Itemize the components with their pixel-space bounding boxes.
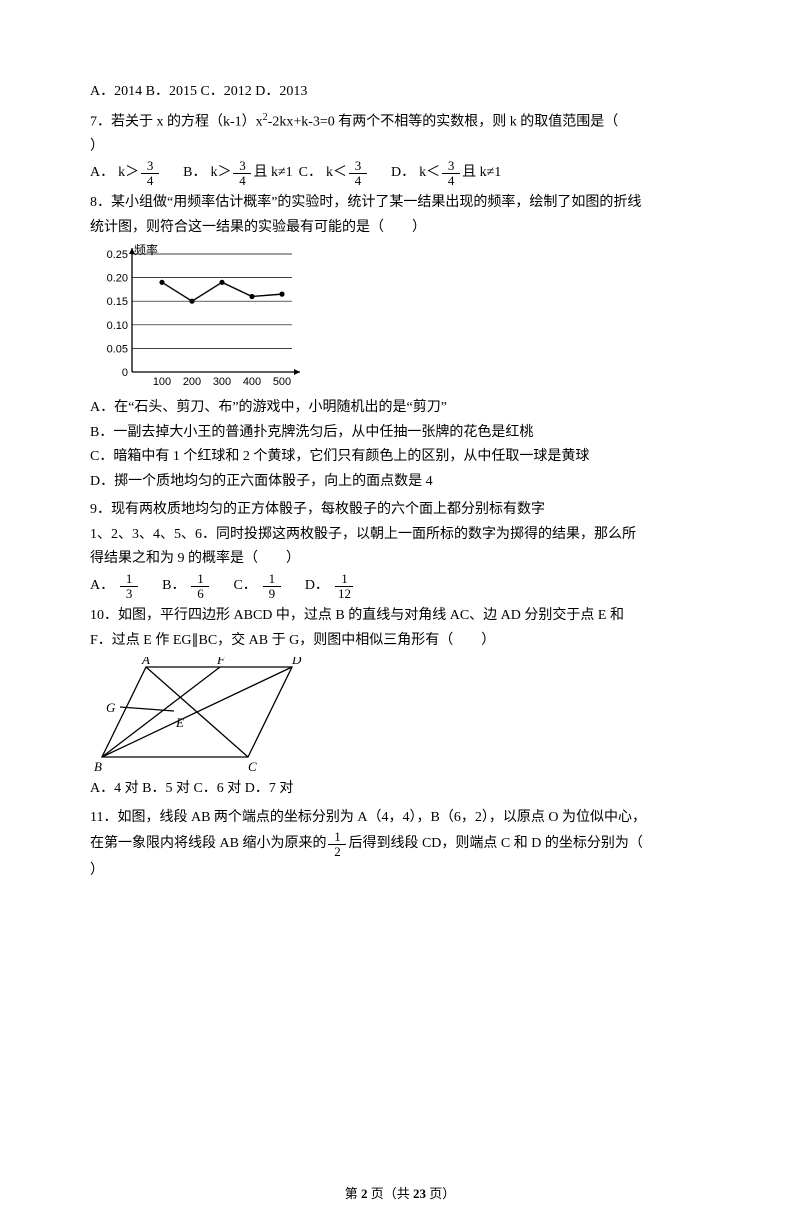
q10-choices: A．4 对 B．5 对 C．6 对 D．7 对 (90, 777, 710, 802)
q8-chart: 频率00.050.100.150.200.25100200300400500次数 (90, 244, 710, 394)
q7-a-k: k＞ (118, 161, 139, 186)
svg-text:A: A (141, 657, 150, 667)
q11-frac: 12 (328, 830, 346, 858)
q11-line2: 在第一象限内将线段 AB 缩小为原来的 12 后得到线段 CD，则端点 C 和 … (90, 830, 710, 858)
svg-text:0: 0 (122, 367, 128, 379)
q7-c-num: 3 (349, 159, 367, 174)
q7-c-k: k＜ (326, 161, 347, 186)
q11-2b: 后得到线段 CD，则端点 C 和 D 的坐标分别为（ (348, 832, 642, 857)
q9-d-den: 12 (335, 587, 354, 601)
q9-d-frac: 112 (335, 572, 354, 600)
q7-c-den: 4 (352, 174, 365, 188)
q9-a-den: 3 (123, 587, 136, 601)
q7-stem: 7．若关于 x 的方程（k-1）x2-2kx+k-3=0 有两个不相等的实数根，… (90, 109, 710, 135)
svg-text:G: G (106, 700, 116, 715)
svg-text:0.10: 0.10 (107, 320, 128, 332)
q9-d-num: 1 (335, 572, 353, 587)
q7-d-num: 3 (442, 159, 460, 174)
q7-c-frac: 34 (349, 159, 367, 187)
q9-a-num: 1 (120, 572, 138, 587)
q7-b-post: 且 k≠1 (253, 161, 292, 186)
q7-a-pre: A． (90, 161, 114, 186)
q10-line2: F．过点 E 作 EG∥BC，交 AB 于 G，则图中相似三角形有（ ） (90, 629, 710, 654)
q7-d-pre: D． (391, 161, 415, 186)
svg-text:100: 100 (153, 376, 171, 388)
q10-line1: 10．如图，平行四边形 ABCD 中，过点 B 的直线与对角线 AC、边 AD … (90, 604, 710, 629)
svg-text:200: 200 (183, 376, 201, 388)
svg-text:300: 300 (213, 376, 231, 388)
q11-line1: 11．如图，线段 AB 两个端点的坐标分别为 A（4，4），B（6，2），以原点… (90, 806, 710, 831)
q8-a: A．在“石头、剪刀、布”的游戏中，小明随机出的是“剪刀” (90, 396, 710, 421)
footer-pre: 第 (345, 1186, 361, 1201)
q9-line3: 得结果之和为 9 的概率是（ ） (90, 547, 710, 572)
q11-den: 2 (331, 845, 344, 859)
q7-stem-b: -2kx+k-3=0 有两个不相等的实数根，则 k 的取值范围是（ (268, 114, 633, 129)
q10-figure: A F D G E B C (90, 657, 710, 775)
line-chart-svg: 频率00.050.100.150.200.25100200300400500次数 (90, 244, 300, 394)
q7-b-frac: 34 (233, 159, 251, 187)
q11-line3: ） (90, 859, 710, 884)
q7-c-pre: C． (299, 161, 322, 186)
q9-d-pre: D． (305, 574, 329, 599)
footer-mid: 页（共 (367, 1186, 413, 1201)
q8-line1: 8．某小组做“用频率估计概率”的实验时，统计了某一结果出现的频率，绘制了如图的折… (90, 191, 710, 216)
q7-b-den: 4 (236, 174, 249, 188)
svg-text:F: F (216, 657, 226, 667)
svg-text:频率: 频率 (134, 244, 158, 257)
q9-b-num: 1 (191, 572, 209, 587)
svg-text:0.05: 0.05 (107, 344, 128, 356)
svg-text:400: 400 (243, 376, 261, 388)
q7-a-den: 4 (144, 174, 157, 188)
svg-text:E: E (175, 715, 184, 730)
q8-line2: 统计图，则符合这一结果的实验最有可能的是（ ） (90, 216, 710, 241)
q9-b-den: 6 (194, 587, 207, 601)
q11-num: 1 (328, 830, 346, 845)
svg-text:0.25: 0.25 (107, 249, 128, 261)
q9-b-pre: B． (162, 574, 185, 599)
q8-c: C．暗箱中有 1 个红球和 2 个黄球，它们只有颜色上的区别，从中任取一球是黄球 (90, 445, 710, 470)
q11-2a: 在第一象限内将线段 AB 缩小为原来的 (90, 832, 326, 857)
parallelogram-svg: A F D G E B C (90, 657, 310, 775)
footer-post: 页） (426, 1186, 455, 1201)
q9-a-pre: A． (90, 574, 114, 599)
svg-text:0.20: 0.20 (107, 273, 128, 285)
q7-d-frac: 34 (442, 159, 460, 187)
q7-d-k: k＜ (419, 161, 440, 186)
q7-a-frac: 34 (141, 159, 159, 187)
q7-d-post: 且 k≠1 (462, 161, 501, 186)
q9-c-pre: C． (233, 574, 256, 599)
q7-b-num: 3 (233, 159, 251, 174)
q9-b-frac: 16 (191, 572, 209, 600)
q9-c-num: 1 (263, 572, 281, 587)
q9-line2: 1、2、3、4、5、6．同时投掷这两枚骰子，以朝上一面所标的数字为掷得的结果，那… (90, 523, 710, 548)
q7-a-num: 3 (141, 159, 159, 174)
svg-text:B: B (94, 759, 102, 774)
q9-choices: A． 13 B． 16 C． 19 D． 112 (90, 572, 710, 600)
q7-stem2: ） (90, 135, 710, 160)
footer-total: 23 (413, 1186, 426, 1201)
q7-b-pre: B． (183, 161, 206, 186)
svg-text:500: 500 (273, 376, 291, 388)
q6-prev-choices: A．2014 B．2015 C．2012 D．2013 (90, 80, 710, 105)
q9-c-frac: 19 (263, 572, 281, 600)
q7-b-k: k＞ (210, 161, 231, 186)
page-footer: 第 2 页（共 23 页） (0, 1183, 800, 1222)
svg-text:D: D (291, 657, 302, 667)
q7-d-den: 4 (445, 174, 458, 188)
q8-d: D．掷一个质地均匀的正六面体骰子，向上的面点数是 4 (90, 470, 710, 495)
q9-line1: 9．现有两枚质地均匀的正方体骰子，每枚骰子的六个面上都分别标有数字 (90, 498, 710, 523)
q7-stem-a: 7．若关于 x 的方程（k-1）x (90, 114, 263, 129)
svg-text:C: C (248, 759, 257, 774)
q9-a-frac: 13 (120, 572, 138, 600)
q7-choices: A． k＞ 34 B． k＞ 34 且 k≠1 C． k＜ 34 D． k＜ 3… (90, 159, 710, 187)
q8-b: B．一副去掉大小王的普通扑克牌洗匀后，从中任抽一张牌的花色是红桃 (90, 421, 710, 446)
q9-c-den: 9 (266, 587, 279, 601)
svg-text:0.15: 0.15 (107, 297, 128, 309)
